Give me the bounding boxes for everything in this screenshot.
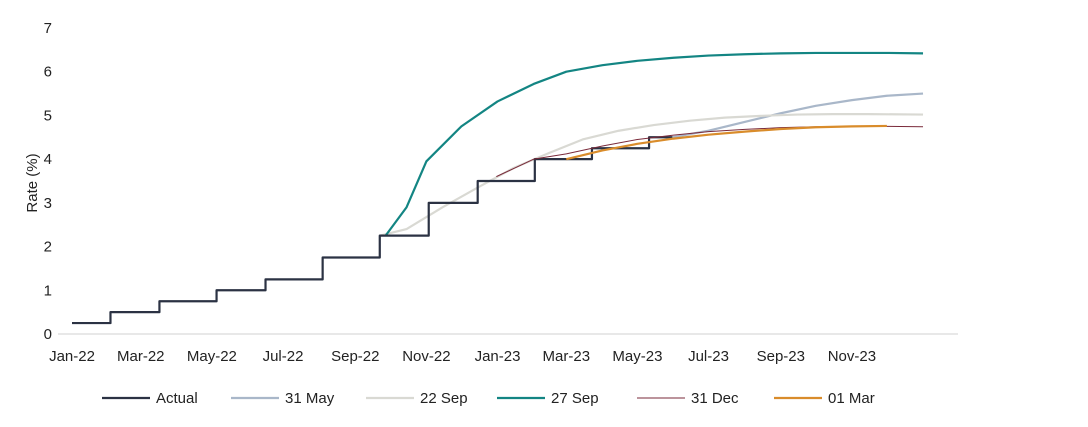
y-tick-label: 5 (44, 107, 52, 124)
legend-label: 31 May (285, 390, 335, 407)
series-line-22-sep (379, 113, 924, 237)
x-tick-label: Mar-22 (117, 348, 165, 365)
legend-label: 22 Sep (420, 390, 468, 407)
x-tick-label: Jul-23 (688, 348, 729, 365)
x-tick-label: Jan-22 (49, 348, 95, 365)
x-tick-label: Mar-23 (543, 348, 591, 365)
y-tick-label: 3 (44, 195, 52, 212)
y-tick-label: 2 (44, 239, 52, 256)
x-tick-label: Nov-22 (402, 348, 450, 365)
x-axis-ticks: Jan-22 Mar-22 May-22 Jul-22 Sep-22 Nov-22 Jan-… (49, 348, 876, 365)
x-tick-label: Jul-22 (263, 348, 304, 365)
x-tick-label: Jan-23 (475, 348, 521, 365)
x-tick-label: Nov-23 (828, 348, 876, 365)
x-tick-label: May-22 (187, 348, 237, 365)
legend: Actual 31 May 22 Sep 27 Sep 31 Dec 01 Mar (102, 390, 875, 407)
y-tick-label: 7 (44, 20, 52, 37)
y-axis-ticks: 0 1 2 3 4 5 6 7 (44, 20, 52, 343)
x-tick-label: Sep-22 (331, 348, 379, 365)
x-tick-label: Sep-23 (757, 348, 805, 365)
legend-label: 31 Dec (691, 390, 739, 407)
y-tick-label: 4 (44, 151, 52, 168)
series-line-27-sep (384, 51, 924, 237)
legend-label: Actual (156, 390, 198, 407)
y-tick-label: 6 (44, 64, 52, 81)
series-line-01-mar (566, 124, 887, 161)
legend-item: 22 Sep (366, 390, 468, 407)
legend-item: 31 May (231, 390, 335, 407)
series-layer (72, 51, 924, 325)
y-tick-label: 1 (44, 282, 52, 299)
legend-item: 27 Sep (497, 390, 599, 407)
legend-item: Actual (102, 390, 198, 407)
series-line-31-may (672, 92, 924, 139)
y-tick-label: 0 (44, 326, 52, 343)
legend-item: 01 Mar (774, 390, 875, 407)
legend-label: 01 Mar (828, 390, 875, 407)
y-axis-title: Rate (%) (24, 153, 41, 212)
legend-item: 31 Dec (637, 390, 739, 407)
x-tick-label: May-23 (612, 348, 662, 365)
legend-label: 27 Sep (551, 390, 599, 407)
series-line-actual (72, 136, 673, 325)
